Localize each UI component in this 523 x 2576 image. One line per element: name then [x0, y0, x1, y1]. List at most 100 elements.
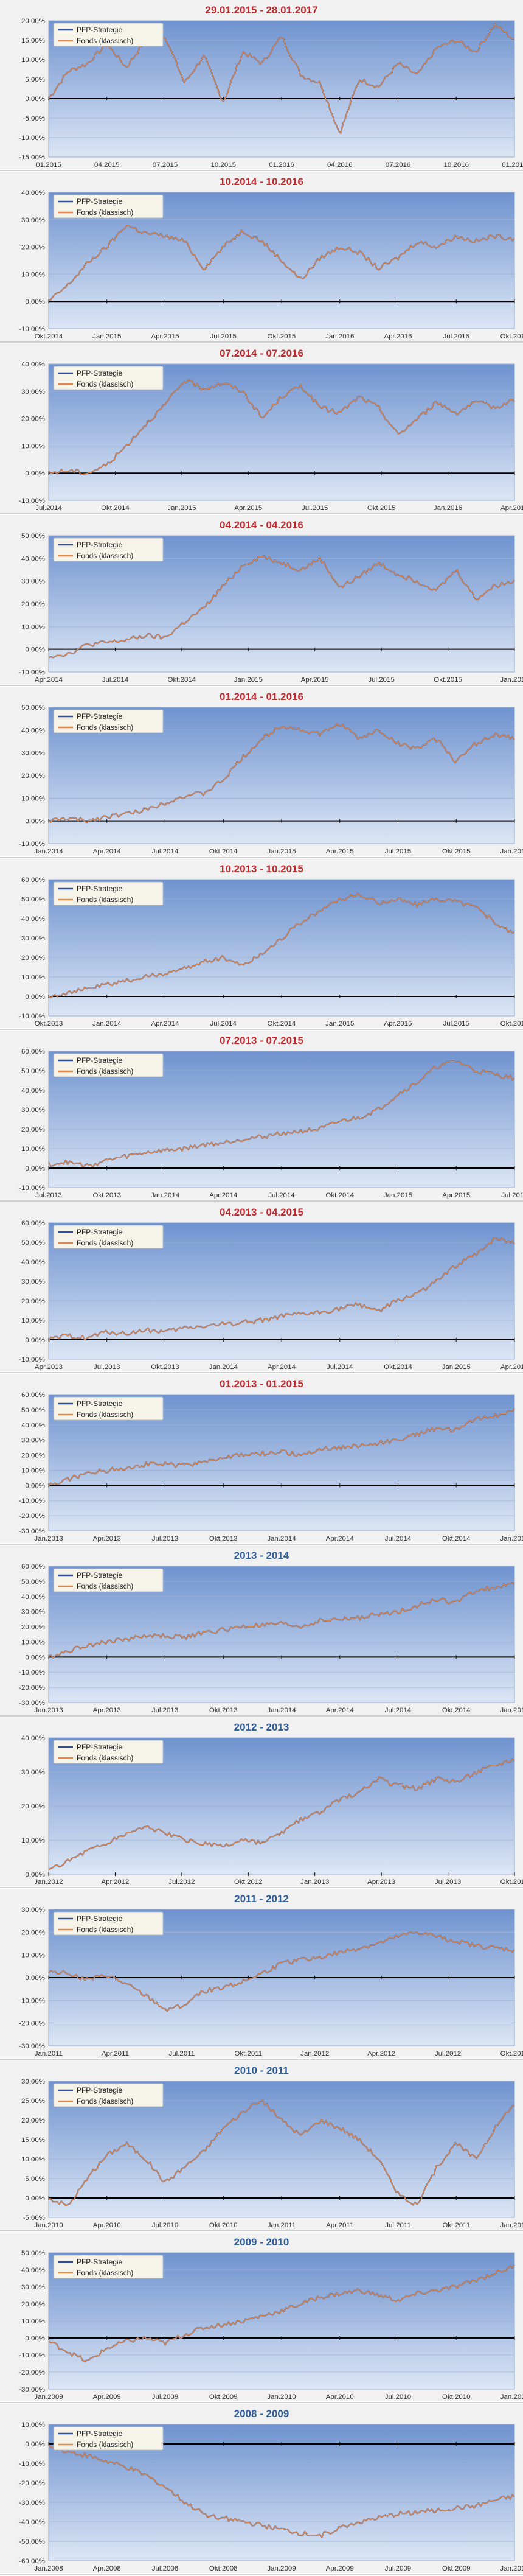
chart-title: 2013 - 2014 — [234, 1550, 289, 1561]
y-tick-label: 0,00% — [25, 818, 45, 825]
y-tick-label: 0,00% — [25, 470, 45, 477]
legend: PFP-Strategie Fonds (klassisch) — [53, 1568, 164, 1592]
line-chart: 10.2014 - 10.2016 40,00% 30,00% 20,00% 10,00… — [19, 176, 523, 340]
legend-label-pfp: PFP-Strategie — [77, 1228, 123, 1236]
chart-panel: 04.2014 - 04.2016 50,00% 40,00% 30,00% 20,00… — [0, 515, 523, 685]
y-tick-label: 0,00% — [25, 1654, 45, 1661]
y-tick-label: 50,00% — [21, 1407, 45, 1414]
x-tick-label: Jul.2014 — [152, 848, 179, 855]
y-tick-label: 0,00% — [25, 2441, 45, 2448]
x-tick-label: Jan.2015 — [167, 505, 196, 512]
chart-title: 01.2014 - 01.2016 — [220, 691, 303, 702]
legend-label-pfp: PFP-Strategie — [77, 541, 123, 549]
legend: PFP-Strategie Fonds (klassisch) — [53, 2083, 164, 2107]
legend-label-pfp: PFP-Strategie — [77, 1743, 123, 1751]
y-tick-label: 0,00% — [25, 646, 45, 654]
x-tick-label: Jul.2014 — [385, 1535, 412, 1542]
x-tick-label: Apr.2014 — [326, 1535, 355, 1542]
y-tick-label: -30,00% — [19, 2043, 45, 2050]
x-tick-label: Jul.2009 — [385, 2565, 411, 2572]
y-tick-label: 60,00% — [21, 1220, 45, 1227]
y-tick-label: 40,00% — [21, 361, 45, 368]
x-tick-label: Jan.2013 — [300, 1878, 329, 1886]
y-tick-label: 0,00% — [25, 1975, 45, 1982]
legend: PFP-Strategie Fonds (klassisch) — [53, 1053, 164, 1077]
y-tick-label: 50,00% — [21, 895, 45, 903]
y-tick-label: -60,00% — [19, 2558, 45, 2565]
y-tick-label: 50,00% — [21, 1068, 45, 1075]
legend-box — [53, 2083, 164, 2107]
series-fonds-klassisch-line — [48, 379, 515, 475]
y-tick-label: -30,00% — [19, 2499, 45, 2507]
chart-panel: 29.01.2015 - 28.01.2017 20,00% 15,00% 10,00… — [0, 0, 523, 170]
y-tick-label: 30,00% — [21, 1906, 45, 1914]
legend: PFP-Strategie Fonds (klassisch) — [53, 881, 164, 905]
y-tick-label: 0,00% — [25, 298, 45, 306]
y-tick-label: 0,00% — [25, 2195, 45, 2202]
y-tick-label: 10,00% — [21, 443, 45, 450]
chart-panel: 10.2013 - 10.2015 60,00% 50,00% 40,00% 30,00… — [0, 858, 523, 1028]
y-tick-label: -10,00% — [19, 669, 45, 676]
y-tick-label: -10,00% — [19, 326, 45, 333]
x-tick-label: Jul.2013 — [435, 1878, 461, 1886]
x-tick-label: Okt.2011 — [234, 2050, 262, 2057]
x-tick-label: Jul.2012 — [435, 2050, 461, 2057]
x-tick-label: Okt.2015 — [434, 676, 462, 684]
x-tick-label: Okt.2014 — [268, 1020, 296, 1027]
x-tick-label: Apr.2016 — [384, 333, 412, 340]
y-tick-label: 30,00% — [21, 2078, 45, 2085]
chart-title: 2012 - 2013 — [234, 1721, 289, 1733]
y-tick-label: -20,00% — [19, 1684, 45, 1692]
legend-label-fonds: Fonds (klassisch) — [77, 2097, 133, 2105]
line-chart: 29.01.2015 - 28.01.2017 20,00% 15,00% 10,00… — [19, 4, 523, 169]
chart-panel: 2010 - 2011 30,00% 25,00% 20,00% 15,00% 10,00… — [0, 2060, 523, 2230]
x-tick-label: Apr.2013 — [93, 1707, 121, 1714]
legend-box — [53, 366, 164, 390]
y-tick-label: 15,00% — [21, 37, 45, 44]
legend-box — [53, 1568, 164, 1592]
chart-panel: 04.2013 - 04.2015 60,00% 50,00% 40,00% 30,00… — [0, 1202, 523, 1371]
x-tick-label: Jan.2013 — [34, 1707, 63, 1714]
x-tick-label: Apr.2015 — [301, 676, 329, 684]
panel-divider — [0, 2574, 523, 2575]
y-tick-label: 20,00% — [21, 1929, 45, 1936]
x-tick-label: Apr.2014 — [93, 848, 122, 855]
legend-box — [53, 2255, 164, 2279]
x-tick-label: Jan.2015 — [500, 1707, 523, 1714]
y-tick-label: 5,00% — [25, 76, 45, 83]
x-tick-label: Okt.2013 — [209, 1535, 238, 1542]
legend: PFP-Strategie Fonds (klassisch) — [53, 537, 164, 562]
x-tick-label: Apr.2015 — [151, 333, 179, 340]
legend: PFP-Strategie Fonds (klassisch) — [53, 1911, 164, 1936]
y-tick-label: 60,00% — [21, 1563, 45, 1570]
series-fonds-klassisch-line — [48, 723, 515, 824]
panel-divider — [0, 1543, 523, 1545]
x-tick-label: Jan.2014 — [209, 1363, 238, 1371]
x-tick-label: 04.2015 — [94, 161, 120, 169]
x-tick-label: Jan.2010 — [500, 2565, 523, 2572]
y-tick-label: -10,00% — [19, 2352, 45, 2359]
series-fonds-klassisch-line — [48, 23, 515, 134]
x-tick-label: Jan.2010 — [34, 2222, 63, 2229]
chart-title: 10.2013 - 10.2015 — [220, 863, 303, 874]
x-tick-label: Okt.2012 — [500, 2050, 523, 2057]
y-tick-label: 5,00% — [25, 2175, 45, 2183]
y-tick-label: -10,00% — [19, 841, 45, 848]
legend: PFP-Strategie Fonds (klassisch) — [53, 23, 164, 47]
x-tick-label: Jul.2013 — [152, 1707, 178, 1714]
y-tick-label: 20,00% — [21, 2301, 45, 2308]
x-tick-label: Jan.2011 — [35, 2050, 63, 2057]
panel-divider — [0, 341, 523, 343]
x-tick-label: Jul.2015 — [302, 505, 328, 512]
chart-title: 10.2014 - 10.2016 — [220, 176, 303, 187]
x-tick-label: Apr.2011 — [326, 2222, 353, 2229]
x-tick-label: Jan.2013 — [34, 1535, 63, 1542]
x-tick-label: Jan.2014 — [151, 1192, 180, 1199]
x-tick-label: Okt.2014 — [168, 676, 196, 684]
x-tick-label: Jan.2015 — [267, 848, 296, 855]
y-tick-label: 50,00% — [21, 533, 45, 540]
y-tick-label: 30,00% — [21, 1609, 45, 1616]
x-tick-label: Jul.2013 — [152, 1535, 178, 1542]
y-tick-label: 30,00% — [21, 578, 45, 586]
